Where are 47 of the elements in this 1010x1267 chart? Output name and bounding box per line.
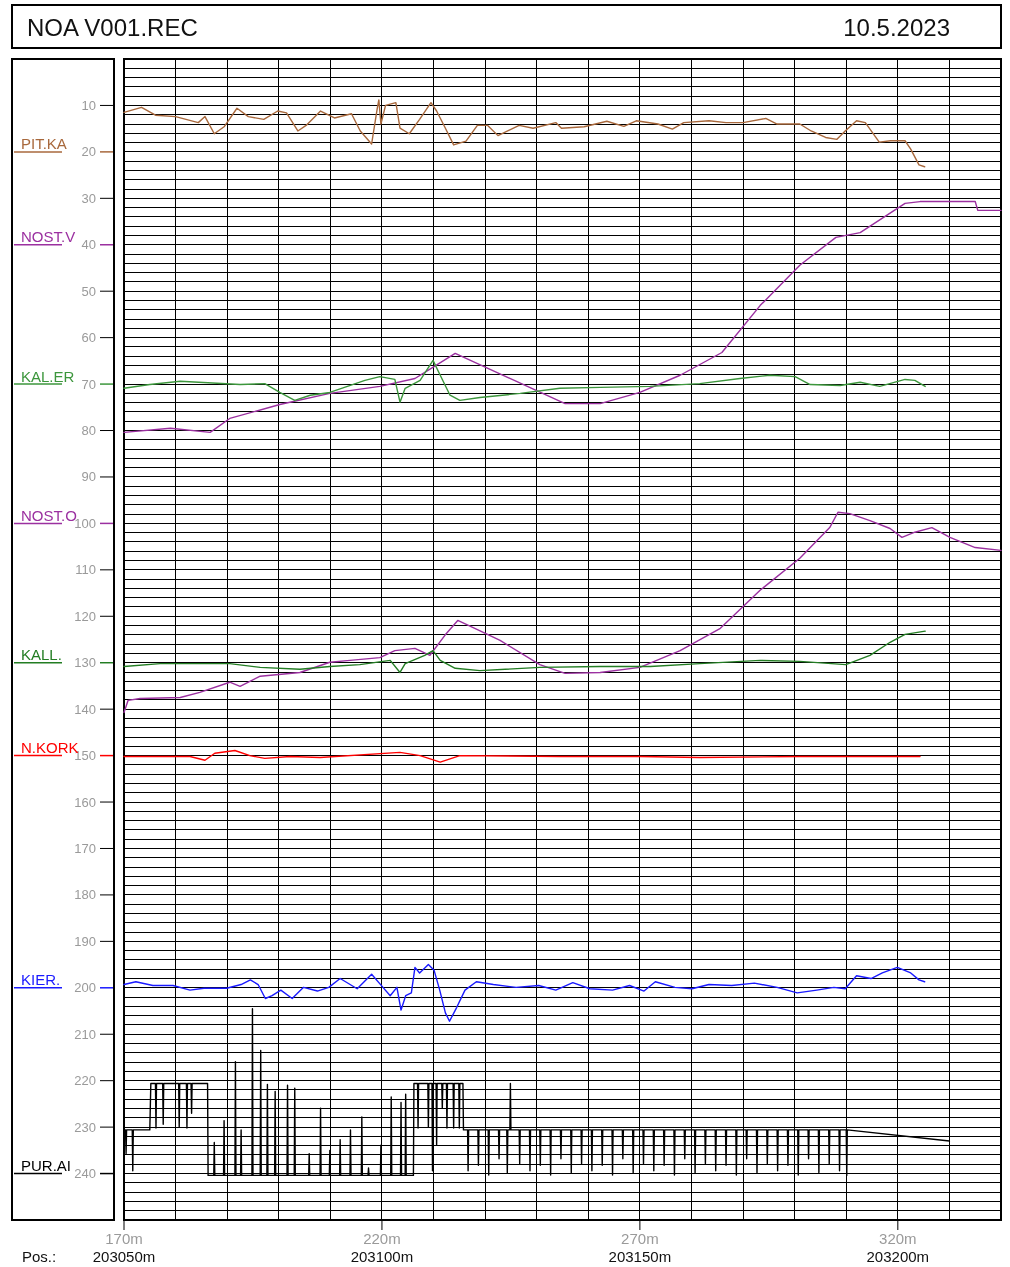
y-tick-label: 90 bbox=[81, 469, 96, 485]
y-tick-label: 110 bbox=[75, 562, 96, 578]
y-tick-label: 60 bbox=[81, 330, 96, 346]
y-tick-label: 80 bbox=[81, 423, 96, 439]
text: KALL. bbox=[21, 646, 62, 664]
y-tick-label: 70 bbox=[81, 376, 96, 392]
y-tick-label: 20 bbox=[81, 144, 96, 160]
legend-label: NOST.V bbox=[21, 228, 76, 246]
text: KIER. bbox=[21, 971, 61, 989]
y-tick-label: 160 bbox=[74, 794, 96, 810]
y-tick-label: 240 bbox=[74, 1166, 96, 1182]
x2-tick-label: 203050m bbox=[92, 1248, 156, 1265]
y-tick-label: 230 bbox=[74, 1119, 96, 1135]
y-tick-label: 200 bbox=[74, 980, 96, 996]
y-tick-label: 220 bbox=[74, 1073, 96, 1089]
y-tick-label: 130 bbox=[74, 655, 96, 671]
x-tick-label: 170m bbox=[105, 1230, 143, 1247]
x2-tick-label: 203100m bbox=[350, 1248, 414, 1265]
y-tick-label: 40 bbox=[81, 237, 96, 253]
y-tick-label: 30 bbox=[81, 190, 96, 206]
legend-label: PUR.AI bbox=[21, 1157, 72, 1175]
chart-subtitle: 10.5.2023 bbox=[843, 14, 950, 41]
line-series bbox=[123, 511, 1002, 714]
x-tick-label: 320m bbox=[879, 1230, 917, 1247]
line-series bbox=[123, 359, 926, 403]
chart-title: NOA V001.REC bbox=[27, 14, 198, 41]
line-series bbox=[123, 963, 926, 1022]
line-series bbox=[123, 99, 926, 168]
x2-tick-label: 203200m bbox=[866, 1248, 930, 1265]
x2-axis-title: Pos.: bbox=[22, 1248, 57, 1265]
legend-label: NOST.O bbox=[21, 506, 77, 524]
y-tick-label: 170 bbox=[74, 840, 96, 856]
legend-label: KAL.ER bbox=[21, 367, 75, 385]
line-series bbox=[123, 630, 926, 674]
legend-label: PIT.KA bbox=[21, 135, 67, 153]
x-tick-label: 270m bbox=[621, 1230, 659, 1247]
y-tick-label: 120 bbox=[74, 608, 96, 624]
y-tick-label: 180 bbox=[74, 887, 96, 903]
y-tick-label: 210 bbox=[74, 1026, 96, 1042]
y-tick-label: 140 bbox=[74, 701, 96, 717]
y-tick-label: 190 bbox=[74, 933, 96, 949]
x-tick-label: 220m bbox=[363, 1230, 401, 1247]
y-tick-label: 10 bbox=[81, 97, 96, 113]
x2-tick-label: 203150m bbox=[608, 1248, 672, 1265]
y-tick-label: 50 bbox=[81, 283, 96, 299]
line-series bbox=[123, 749, 921, 763]
line-series bbox=[123, 200, 1002, 434]
